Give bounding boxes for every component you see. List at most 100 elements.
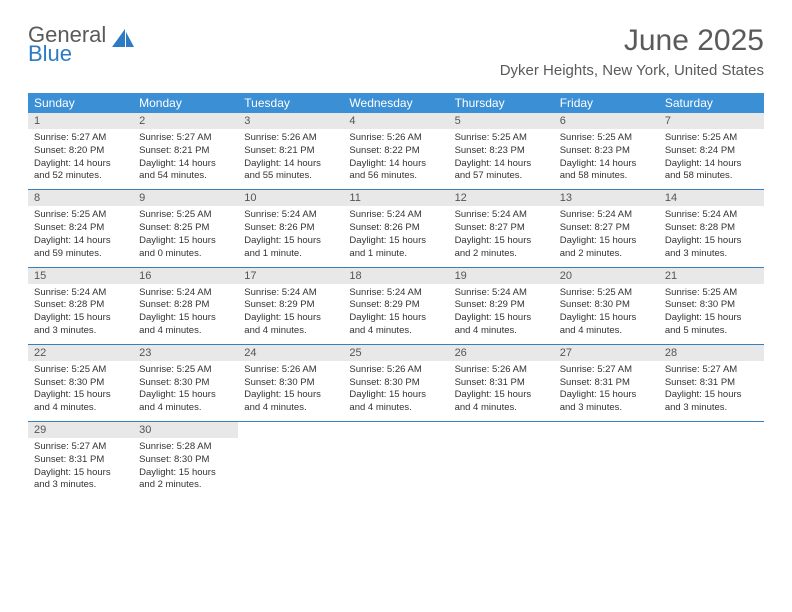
day-body: Sunrise: 5:25 AMSunset: 8:24 PMDaylight:… <box>659 129 764 189</box>
daylight-line: Daylight: 14 hours and 56 minutes. <box>349 158 442 184</box>
daylight-line: Daylight: 15 hours and 4 minutes. <box>349 389 442 415</box>
sunrise-line: Sunrise: 5:24 AM <box>455 287 548 300</box>
day-body: Sunrise: 5:27 AMSunset: 8:21 PMDaylight:… <box>133 129 238 189</box>
daylight-line: Daylight: 15 hours and 4 minutes. <box>455 312 548 338</box>
daylight-line: Daylight: 14 hours and 52 minutes. <box>34 158 127 184</box>
day-cell: 5Sunrise: 5:25 AMSunset: 8:23 PMDaylight… <box>449 113 554 189</box>
sunrise-line: Sunrise: 5:25 AM <box>139 364 232 377</box>
sunrise-line: Sunrise: 5:27 AM <box>34 441 127 454</box>
sunset-line: Sunset: 8:28 PM <box>139 299 232 312</box>
day-body: Sunrise: 5:25 AMSunset: 8:24 PMDaylight:… <box>28 206 133 266</box>
day-body: Sunrise: 5:25 AMSunset: 8:25 PMDaylight:… <box>133 206 238 266</box>
day-cell: 25Sunrise: 5:26 AMSunset: 8:30 PMDayligh… <box>343 345 448 421</box>
daylight-line: Daylight: 15 hours and 4 minutes. <box>139 389 232 415</box>
sunrise-line: Sunrise: 5:27 AM <box>34 132 127 145</box>
weekday-header: Saturday <box>659 93 764 113</box>
sunset-line: Sunset: 8:23 PM <box>560 145 653 158</box>
daylight-line: Daylight: 15 hours and 3 minutes. <box>34 312 127 338</box>
daylight-line: Daylight: 15 hours and 2 minutes. <box>139 467 232 493</box>
sunset-line: Sunset: 8:31 PM <box>560 377 653 390</box>
weekday-header: Wednesday <box>343 93 448 113</box>
sunrise-line: Sunrise: 5:25 AM <box>560 132 653 145</box>
day-number: 24 <box>238 345 343 361</box>
location: Dyker Heights, New York, United States <box>500 62 764 79</box>
sunrise-line: Sunrise: 5:27 AM <box>560 364 653 377</box>
day-number: 10 <box>238 190 343 206</box>
day-body: Sunrise: 5:27 AMSunset: 8:31 PMDaylight:… <box>554 361 659 421</box>
day-cell: 3Sunrise: 5:26 AMSunset: 8:21 PMDaylight… <box>238 113 343 189</box>
sunset-line: Sunset: 8:26 PM <box>349 222 442 235</box>
sunrise-line: Sunrise: 5:24 AM <box>349 287 442 300</box>
sunrise-line: Sunrise: 5:28 AM <box>139 441 232 454</box>
daylight-line: Daylight: 15 hours and 4 minutes. <box>349 312 442 338</box>
day-cell: 22Sunrise: 5:25 AMSunset: 8:30 PMDayligh… <box>28 345 133 421</box>
logo-sail-icon <box>112 27 134 52</box>
daylight-line: Daylight: 15 hours and 4 minutes. <box>455 389 548 415</box>
week-row: 29Sunrise: 5:27 AMSunset: 8:31 PMDayligh… <box>28 422 764 498</box>
day-cell: 1Sunrise: 5:27 AMSunset: 8:20 PMDaylight… <box>28 113 133 189</box>
day-body: Sunrise: 5:24 AMSunset: 8:29 PMDaylight:… <box>343 284 448 344</box>
day-cell: 16Sunrise: 5:24 AMSunset: 8:28 PMDayligh… <box>133 268 238 344</box>
week-row: 8Sunrise: 5:25 AMSunset: 8:24 PMDaylight… <box>28 190 764 267</box>
daylight-line: Daylight: 14 hours and 54 minutes. <box>139 158 232 184</box>
sunset-line: Sunset: 8:21 PM <box>244 145 337 158</box>
daylight-line: Daylight: 15 hours and 3 minutes. <box>34 467 127 493</box>
day-cell: 7Sunrise: 5:25 AMSunset: 8:24 PMDaylight… <box>659 113 764 189</box>
daylight-line: Daylight: 14 hours and 58 minutes. <box>665 158 758 184</box>
sunrise-line: Sunrise: 5:24 AM <box>244 209 337 222</box>
day-body: Sunrise: 5:26 AMSunset: 8:22 PMDaylight:… <box>343 129 448 189</box>
day-cell: 14Sunrise: 5:24 AMSunset: 8:28 PMDayligh… <box>659 190 764 266</box>
sunrise-line: Sunrise: 5:24 AM <box>665 209 758 222</box>
day-body: Sunrise: 5:24 AMSunset: 8:28 PMDaylight:… <box>28 284 133 344</box>
daylight-line: Daylight: 15 hours and 0 minutes. <box>139 235 232 261</box>
day-cell: 13Sunrise: 5:24 AMSunset: 8:27 PMDayligh… <box>554 190 659 266</box>
sunset-line: Sunset: 8:25 PM <box>139 222 232 235</box>
day-number: 2 <box>133 113 238 129</box>
day-cell: 27Sunrise: 5:27 AMSunset: 8:31 PMDayligh… <box>554 345 659 421</box>
day-body: Sunrise: 5:27 AMSunset: 8:31 PMDaylight:… <box>659 361 764 421</box>
daylight-line: Daylight: 15 hours and 3 minutes. <box>665 235 758 261</box>
day-cell: 8Sunrise: 5:25 AMSunset: 8:24 PMDaylight… <box>28 190 133 266</box>
sunrise-line: Sunrise: 5:26 AM <box>349 132 442 145</box>
daylight-line: Daylight: 15 hours and 4 minutes. <box>34 389 127 415</box>
daylight-line: Daylight: 14 hours and 55 minutes. <box>244 158 337 184</box>
day-cell: 26Sunrise: 5:26 AMSunset: 8:31 PMDayligh… <box>449 345 554 421</box>
day-body: Sunrise: 5:26 AMSunset: 8:21 PMDaylight:… <box>238 129 343 189</box>
sunrise-line: Sunrise: 5:25 AM <box>139 209 232 222</box>
day-cell: 20Sunrise: 5:25 AMSunset: 8:30 PMDayligh… <box>554 268 659 344</box>
sunset-line: Sunset: 8:23 PM <box>455 145 548 158</box>
sunset-line: Sunset: 8:30 PM <box>560 299 653 312</box>
day-cell: 23Sunrise: 5:25 AMSunset: 8:30 PMDayligh… <box>133 345 238 421</box>
logo: General Blue <box>28 24 134 65</box>
daylight-line: Daylight: 14 hours and 57 minutes. <box>455 158 548 184</box>
weekday-header: Tuesday <box>238 93 343 113</box>
daylight-line: Daylight: 15 hours and 2 minutes. <box>560 235 653 261</box>
weeks-container: 1Sunrise: 5:27 AMSunset: 8:20 PMDaylight… <box>28 113 764 498</box>
sunrise-line: Sunrise: 5:25 AM <box>665 287 758 300</box>
daylight-line: Daylight: 15 hours and 3 minutes. <box>665 389 758 415</box>
day-cell: 11Sunrise: 5:24 AMSunset: 8:26 PMDayligh… <box>343 190 448 266</box>
day-number: 18 <box>343 268 448 284</box>
day-number: 30 <box>133 422 238 438</box>
day-cell <box>343 422 448 498</box>
sunset-line: Sunset: 8:30 PM <box>34 377 127 390</box>
day-body: Sunrise: 5:25 AMSunset: 8:30 PMDaylight:… <box>659 284 764 344</box>
logo-text: General Blue <box>28 24 106 65</box>
sunrise-line: Sunrise: 5:24 AM <box>455 209 548 222</box>
day-number: 4 <box>343 113 448 129</box>
day-number: 15 <box>28 268 133 284</box>
sunset-line: Sunset: 8:30 PM <box>139 377 232 390</box>
weekday-header: Monday <box>133 93 238 113</box>
day-cell: 30Sunrise: 5:28 AMSunset: 8:30 PMDayligh… <box>133 422 238 498</box>
daylight-line: Daylight: 15 hours and 2 minutes. <box>455 235 548 261</box>
sunset-line: Sunset: 8:29 PM <box>349 299 442 312</box>
sunrise-line: Sunrise: 5:24 AM <box>560 209 653 222</box>
day-number: 9 <box>133 190 238 206</box>
day-cell: 24Sunrise: 5:26 AMSunset: 8:30 PMDayligh… <box>238 345 343 421</box>
sunset-line: Sunset: 8:24 PM <box>34 222 127 235</box>
sunrise-line: Sunrise: 5:27 AM <box>665 364 758 377</box>
day-cell: 6Sunrise: 5:25 AMSunset: 8:23 PMDaylight… <box>554 113 659 189</box>
day-body: Sunrise: 5:24 AMSunset: 8:27 PMDaylight:… <box>449 206 554 266</box>
sunset-line: Sunset: 8:21 PM <box>139 145 232 158</box>
day-number: 8 <box>28 190 133 206</box>
